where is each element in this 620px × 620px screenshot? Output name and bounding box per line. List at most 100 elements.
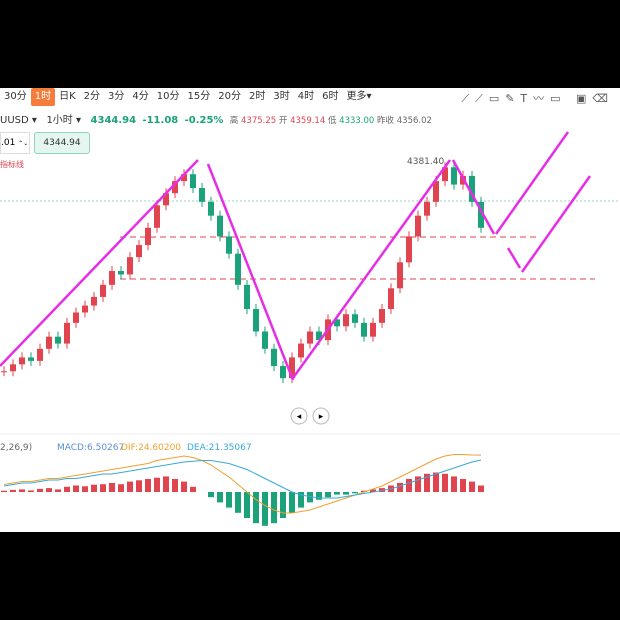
arrow xyxy=(0,159,199,367)
interval[interactable]: 3分 xyxy=(108,91,125,102)
macd-bar xyxy=(55,489,61,492)
macd-bar xyxy=(190,486,196,492)
macd-bar xyxy=(415,476,421,492)
candle xyxy=(1,371,7,373)
macd-bar xyxy=(109,482,115,492)
macd-bar xyxy=(10,489,16,492)
price-button[interactable]: 4344.94 xyxy=(34,132,90,154)
macd-bar xyxy=(127,481,133,492)
macd-bar xyxy=(307,492,313,503)
candle xyxy=(118,271,124,275)
candle xyxy=(172,181,178,194)
peak-label: 4381.40 xyxy=(407,157,444,167)
macd-bar xyxy=(37,488,43,492)
macd-bar xyxy=(370,489,376,492)
interval[interactable]: 15分 xyxy=(187,91,211,102)
macd-bar xyxy=(406,479,412,492)
interval[interactable]: 4时 xyxy=(297,91,315,102)
candle xyxy=(370,322,376,337)
candle xyxy=(442,167,448,182)
arrow xyxy=(451,159,496,235)
next-icon: ▸ xyxy=(319,412,324,422)
interval[interactable]: 1时 xyxy=(30,88,56,106)
chart: ◂ ▸ 4381.40 2,26,9) MACD:6.50267 DIF:24.… xyxy=(0,131,620,526)
macd-bar xyxy=(253,492,259,524)
interval[interactable]: 更多▾ xyxy=(346,91,372,102)
macd-bar xyxy=(298,492,304,508)
period[interactable]: 1小时 ▾ xyxy=(46,115,81,126)
low: 4333.00 xyxy=(339,116,375,126)
candle xyxy=(154,205,160,228)
candle xyxy=(262,331,268,349)
candle xyxy=(55,336,61,344)
macd-bar xyxy=(433,472,439,492)
draw-tools[interactable]: ⟋⟋▭✎T〰▭ ▣⌫ xyxy=(461,92,614,105)
candle xyxy=(190,174,196,189)
interval[interactable]: 日K xyxy=(59,91,76,102)
app: 30分 1时 日K 2分 3分 4分 10分 15分 20分 2时 3时 4时 6时 更多▾ UUSD ▾… xyxy=(0,88,620,532)
next-button[interactable] xyxy=(312,407,330,425)
macd-bar xyxy=(397,482,403,492)
candle xyxy=(244,284,250,310)
candle xyxy=(469,175,475,202)
macd-bar xyxy=(469,481,475,492)
candle xyxy=(433,181,439,202)
arrow xyxy=(291,159,452,379)
candle xyxy=(109,271,115,285)
interval[interactable]: 10分 xyxy=(156,91,180,102)
interval[interactable]: 30分 xyxy=(4,91,27,102)
candle xyxy=(271,348,277,367)
ohlc: 高 4375.25 开 4359.14 低 4333.00 昨收 4356.02 xyxy=(230,116,432,126)
candle xyxy=(181,174,187,182)
macd-bar xyxy=(163,476,169,492)
macd-bar xyxy=(334,492,340,495)
open-label: 开 xyxy=(278,116,288,126)
candle xyxy=(478,201,484,228)
candle xyxy=(37,348,43,361)
macd-bar xyxy=(181,481,187,492)
macd-bar xyxy=(145,479,151,492)
candle xyxy=(46,336,52,349)
candle xyxy=(73,312,79,323)
candle xyxy=(289,357,295,379)
macd-bar xyxy=(478,485,484,492)
toolbar: 30分 1时 日K 2分 3分 4分 10分 15分 20分 2时 3时 4时 6时 更多▾ xyxy=(0,88,376,106)
candle xyxy=(208,201,214,216)
macd-bar xyxy=(289,492,295,513)
macd-bar xyxy=(442,473,448,492)
candle xyxy=(82,305,88,313)
macd-bar xyxy=(316,492,322,500)
symbol[interactable]: UUSD ▾ xyxy=(0,115,37,126)
macd-bar xyxy=(208,492,214,498)
interval[interactable]: 4分 xyxy=(132,91,149,102)
macd-bar xyxy=(19,489,25,492)
macd-bar xyxy=(136,480,142,492)
step-box[interactable]: .01 ⌃⌄ xyxy=(0,132,30,154)
macd-bar xyxy=(46,488,52,492)
macd-bar xyxy=(172,479,178,492)
macd-bar xyxy=(118,484,124,492)
candle xyxy=(235,253,241,285)
interval[interactable]: 20分 xyxy=(218,91,241,102)
candle xyxy=(28,357,34,361)
prev-label: 昨收 xyxy=(377,116,395,126)
candle xyxy=(91,296,97,306)
candle xyxy=(145,227,151,246)
macd-bar xyxy=(91,484,97,492)
candle xyxy=(316,331,322,341)
candle xyxy=(199,188,205,202)
dea-line xyxy=(3,459,482,499)
candle xyxy=(415,215,421,237)
candle xyxy=(64,322,70,344)
interval[interactable]: 2时 xyxy=(249,91,266,102)
macd-bar xyxy=(343,492,349,495)
candle xyxy=(217,215,223,237)
arrow xyxy=(206,163,295,381)
prev-button[interactable] xyxy=(290,407,308,425)
arrow xyxy=(494,131,570,235)
macd-bar xyxy=(154,477,160,492)
interval[interactable]: 3时 xyxy=(273,91,290,102)
interval[interactable]: 6时 xyxy=(322,91,339,102)
macd-bar xyxy=(352,492,358,494)
interval[interactable]: 2分 xyxy=(83,91,101,102)
